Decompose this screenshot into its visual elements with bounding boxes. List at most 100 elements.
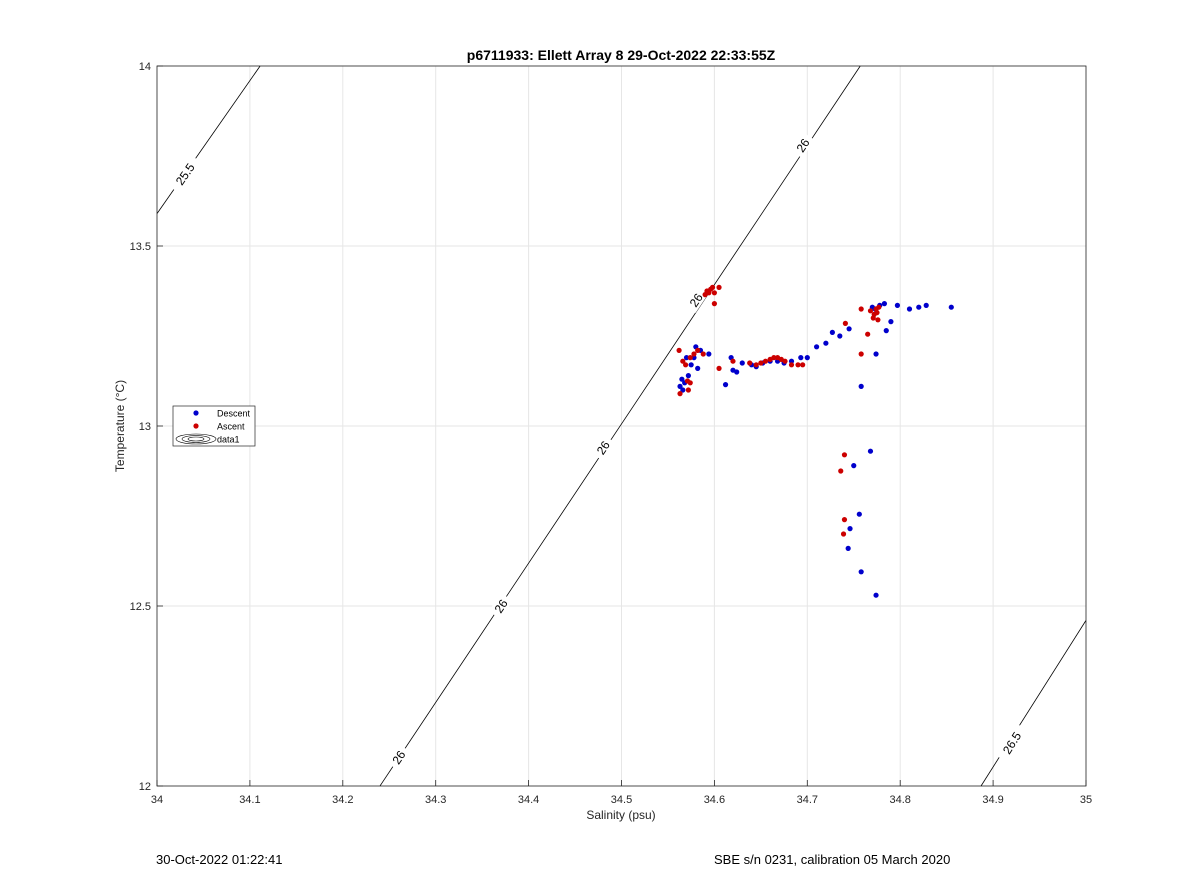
x-tick-label: 34.9 — [982, 794, 1003, 806]
x-tick-label: 34.4 — [518, 794, 539, 806]
axis-ticks: 34 34.1 34.2 34.3 34.4 34.5 34.6 34.7 34.8 34.9 35… — [130, 61, 1093, 806]
descent-point — [804, 355, 810, 361]
chart-title: p6711933: Ellett Array 8 29-Oct-2022 22:… — [467, 47, 776, 63]
contour-label: 25.5 — [168, 154, 202, 194]
descent-point — [739, 360, 745, 366]
footer-calibration: SBE s/n 0231, calibration 05 March 2020 — [714, 852, 951, 867]
ascent-point — [858, 306, 864, 312]
descent-point — [846, 326, 852, 332]
descent-point — [845, 545, 851, 552]
ascent-point — [680, 358, 686, 364]
y-tick-label: 12.5 — [130, 601, 151, 613]
ascent-point — [758, 360, 764, 366]
descent-point — [730, 367, 736, 373]
descent-point — [722, 382, 729, 388]
descent-point — [883, 328, 889, 334]
ascent-point — [683, 362, 689, 368]
legend-label-descent: Descent — [217, 409, 251, 419]
descent-point — [798, 355, 804, 361]
y-tick-label: 14 — [139, 61, 151, 73]
ascent-point — [867, 308, 874, 314]
x-tick-label: 34.3 — [425, 794, 446, 806]
descent-point — [916, 304, 922, 310]
descent-point — [813, 344, 820, 350]
x-tick-label: 34.6 — [704, 794, 725, 806]
ascent-point — [687, 355, 693, 361]
legend-label-ascent: Ascent — [217, 422, 245, 432]
ascent-point — [800, 362, 806, 368]
descent-point — [873, 592, 879, 598]
descent-point — [851, 463, 857, 469]
ascent-point — [767, 356, 773, 362]
contour-label-bg — [488, 592, 513, 620]
y-axis-label: Temperature (°C) — [113, 380, 127, 472]
legend-marker-ascent — [193, 423, 199, 429]
x-tick-label: 34.2 — [332, 794, 353, 806]
descent-point — [695, 365, 701, 371]
contour-label-bg — [168, 154, 202, 194]
contour-label-bg — [590, 434, 615, 461]
legend-marker-descent — [193, 410, 199, 416]
ascent-point — [753, 362, 759, 368]
ascent-point — [687, 380, 693, 386]
x-axis-label: Salinity (psu) — [586, 808, 655, 822]
ascent-point — [711, 290, 718, 296]
ascent-point — [716, 365, 722, 371]
descent-point — [948, 304, 954, 310]
ascent-point — [762, 358, 769, 364]
descent-point — [856, 511, 862, 517]
y-tick-label: 13 — [139, 421, 151, 433]
contour-label-bg — [386, 744, 411, 771]
descent-point — [829, 329, 835, 335]
descent-point — [873, 351, 879, 357]
ascent-point — [676, 347, 682, 353]
descent-point — [685, 373, 691, 379]
contour-label: 26 — [590, 434, 615, 461]
x-tick-label: 34 — [151, 794, 163, 806]
ascent-point — [838, 468, 844, 474]
ascent-point — [795, 362, 801, 368]
ascent-point — [788, 362, 795, 368]
ascent-point — [842, 320, 848, 326]
ascent-point — [865, 331, 871, 337]
descent-point — [823, 340, 829, 346]
contour-legend-icon — [175, 433, 217, 445]
density-contour-line — [980, 620, 1087, 787]
descent-point — [881, 301, 888, 307]
descent-point — [894, 302, 901, 308]
descent-point — [906, 306, 913, 312]
descent-point — [706, 351, 712, 357]
contour-label: 26 — [386, 744, 411, 771]
grid-lines — [156, 65, 1087, 787]
ascent-point — [711, 301, 718, 307]
x-tick-label: 34.1 — [239, 794, 260, 806]
ascent-point — [875, 317, 881, 323]
ascent-point — [730, 358, 736, 364]
descent-point — [867, 448, 874, 454]
descent-point — [847, 526, 853, 532]
x-tick-label: 35 — [1080, 794, 1092, 806]
x-tick-label: 34.8 — [889, 794, 910, 806]
footer-timestamp: 30-Oct-2022 01:22:41 — [156, 852, 283, 867]
ascent-point — [840, 531, 847, 537]
ascent-point — [685, 387, 691, 393]
contour-label: 26 — [790, 132, 815, 159]
density-contour-line — [156, 65, 261, 214]
descent-point — [691, 355, 697, 361]
descent-point — [788, 358, 795, 364]
ascent-point — [677, 391, 683, 397]
descent-point — [680, 387, 686, 393]
descent-point — [858, 383, 864, 389]
ascent-point — [716, 284, 722, 290]
contour-label: 26 — [488, 592, 513, 620]
y-tick-label: 13.5 — [130, 241, 151, 253]
ascent-point — [695, 347, 701, 353]
ascent-point — [876, 304, 882, 310]
ascent-point — [870, 315, 876, 321]
contour-label-bg — [790, 132, 815, 159]
descent-point — [677, 383, 683, 389]
descent-point — [688, 362, 694, 368]
data-points — [676, 284, 954, 598]
ascent-point — [702, 292, 708, 298]
